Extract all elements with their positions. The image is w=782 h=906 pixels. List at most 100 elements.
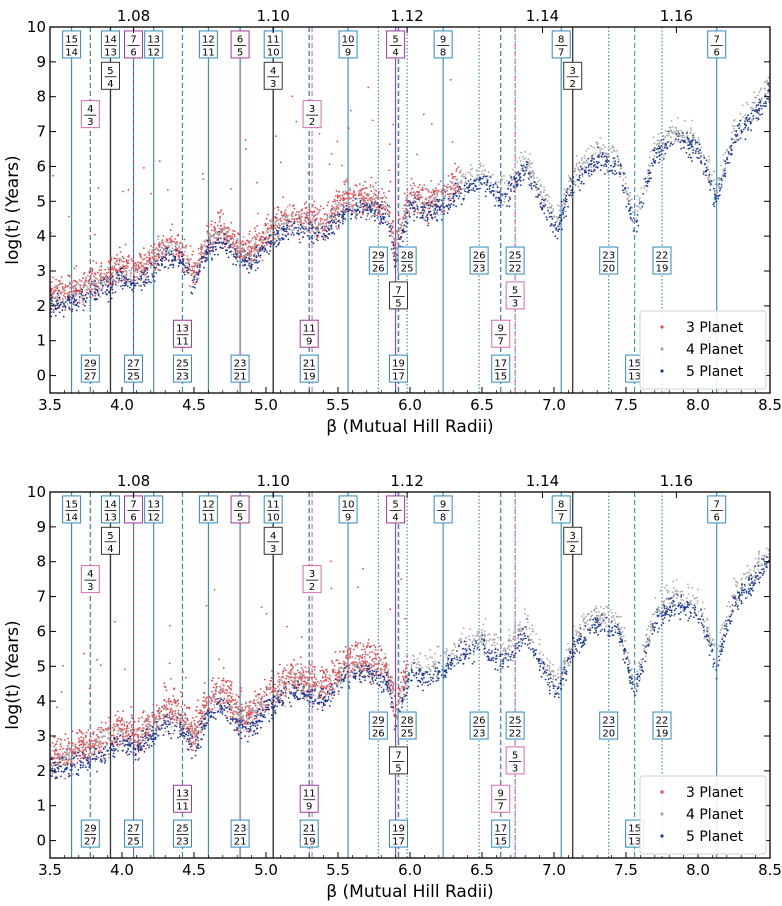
x-tick-label: 5.5: [326, 396, 350, 414]
scatter-point: [366, 209, 368, 212]
scatter-point: [427, 222, 430, 225]
scatter-point: [250, 261, 252, 264]
scatter-point: [421, 188, 424, 191]
scatter-point: [329, 209, 332, 212]
resonance-numerator: 15: [628, 359, 641, 370]
scatter-point: [274, 233, 276, 236]
scatter-point: [758, 109, 761, 112]
scatter-point: [635, 221, 638, 223]
scatter-point: [399, 238, 401, 241]
scatter-point: [570, 191, 572, 194]
scatter-point: [755, 117, 758, 119]
scatter-point: [240, 243, 243, 246]
scatter-point: [350, 197, 353, 200]
resonance-denominator: 7: [558, 47, 564, 58]
scatter-point: [698, 152, 700, 155]
scatter-point: [518, 174, 520, 177]
scatter-point: [76, 301, 79, 304]
scatter-point: [451, 181, 454, 184]
scatter-point: [718, 194, 721, 197]
scatter-point: [50, 281, 53, 283]
scatter-point: [160, 264, 163, 267]
scatter-point: [348, 205, 351, 208]
scatter-point: [606, 168, 609, 171]
resonance-label: 76: [707, 30, 727, 59]
scatter-point: [437, 183, 440, 186]
scatter-point: [416, 190, 418, 193]
scatter-point: [207, 243, 210, 246]
scatter-point: [84, 300, 87, 302]
scatter-point: [272, 221, 275, 224]
scatter-point: [50, 291, 53, 293]
scatter-point: [646, 180, 649, 183]
scatter-point: [240, 253, 242, 256]
scatter-point: [125, 277, 127, 279]
scatter-point: [118, 246, 121, 249]
scatter-point: [519, 180, 522, 182]
scatter-point: [247, 257, 250, 259]
scatter-point: [116, 260, 118, 263]
scatter-point: [68, 296, 71, 299]
scatter-point: [126, 267, 129, 269]
scatter-point: [347, 208, 350, 211]
scatter-point: [766, 79, 768, 82]
scatter-point: [755, 106, 757, 108]
scatter-point: [474, 178, 476, 180]
scatter-point: [420, 202, 423, 205]
scatter-point: [68, 298, 71, 300]
scatter-point: [248, 250, 251, 252]
scatter-point: [248, 245, 250, 248]
scatter-point: [146, 263, 149, 266]
scatter-point: [608, 155, 611, 158]
scatter-point: [362, 198, 365, 201]
scatter-point: [599, 152, 602, 155]
scatter-point: [659, 132, 662, 135]
scatter-point: [481, 170, 483, 173]
scatter-point: [183, 273, 186, 276]
scatter-point: [233, 234, 236, 236]
scatter-point: [229, 243, 232, 246]
scatter-point: [364, 180, 367, 183]
scatter-point: [520, 165, 523, 167]
scatter-point: [382, 212, 384, 215]
scatter-point: [55, 307, 57, 310]
scatter-point: [166, 189, 169, 191]
scatter-point: [624, 176, 627, 179]
scatter-point: [333, 198, 336, 201]
scatter-point: [699, 157, 702, 160]
scatter-point: [485, 195, 487, 198]
scatter-point: [731, 138, 733, 141]
scatter-point: [746, 101, 748, 104]
scatter-point: [59, 280, 61, 283]
scatter-point: [532, 173, 535, 175]
scatter-point: [677, 129, 679, 132]
scatter-point: [183, 264, 186, 267]
scatter-point: [409, 191, 412, 194]
scatter-point: [155, 255, 158, 258]
scatter-point: [258, 250, 261, 253]
scatter-point: [115, 277, 118, 279]
scatter-point: [748, 117, 751, 120]
scatter-point: [261, 259, 264, 262]
scatter-point: [686, 136, 689, 139]
scatter-point: [319, 205, 322, 208]
scatter-point: [727, 151, 730, 154]
scatter-point: [663, 142, 666, 145]
scatter-point: [427, 224, 429, 227]
scatter-point: [213, 234, 215, 236]
scatter-point: [388, 210, 390, 213]
scatter-point: [533, 184, 535, 187]
scatter-point: [288, 204, 291, 207]
scatter-point: [119, 257, 121, 260]
scatter-point: [102, 284, 104, 287]
scatter-point: [523, 165, 526, 168]
scatter-point: [134, 270, 136, 273]
resonance-denominator: 5: [237, 47, 243, 58]
scatter-point: [629, 191, 632, 194]
scatter-point: [464, 177, 467, 180]
scatter-point: [169, 249, 172, 252]
scatter-point: [582, 182, 585, 185]
scatter-point: [157, 243, 160, 246]
scatter-point: [231, 235, 233, 238]
scatter-point: [763, 102, 765, 105]
